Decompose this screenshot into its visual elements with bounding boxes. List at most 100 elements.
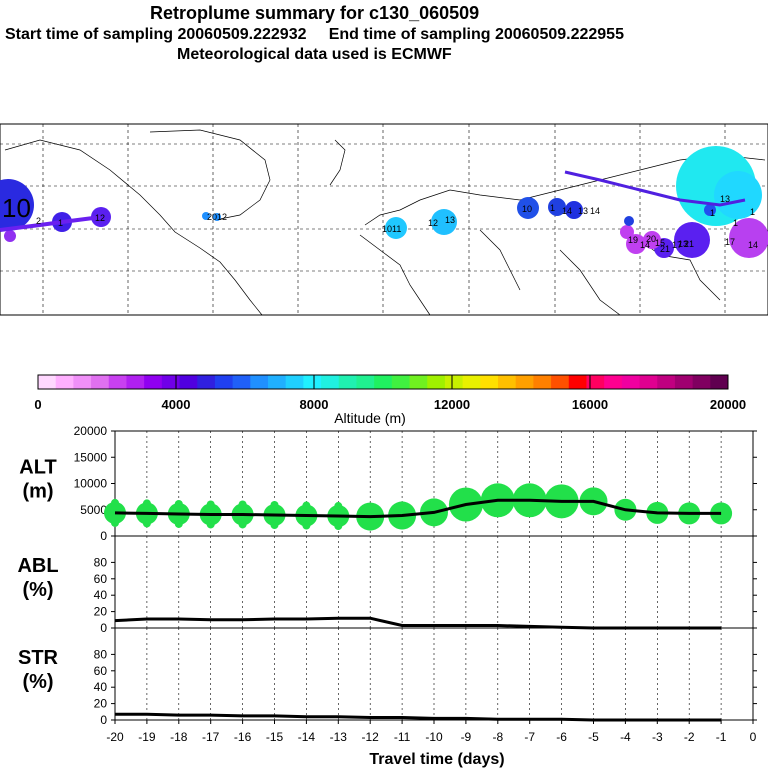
coastline-asia-east: [639, 239, 721, 301]
x-tick-label: -1: [716, 730, 727, 744]
colorbar-tick-label: 0: [34, 397, 41, 412]
map-label: 21: [660, 244, 670, 254]
coastline-greenland: [329, 139, 346, 186]
x-tick-label: 0: [750, 730, 757, 744]
plume-marker: [431, 209, 457, 235]
colorbar-swatch: [657, 375, 676, 389]
plume-dot-upper: [238, 500, 247, 509]
map-label: 1: [750, 207, 755, 217]
colorbar-swatch: [161, 375, 181, 389]
colorbar-swatch: [551, 375, 570, 389]
y-tick-label: 15000: [74, 450, 108, 464]
plume-marker: [0, 179, 34, 231]
y-tick-label: 40: [94, 680, 108, 694]
colorbar-swatch: [356, 375, 375, 389]
plume-marker: [620, 225, 634, 239]
x-tick-label: -6: [556, 730, 567, 744]
map-label: 1: [58, 218, 63, 228]
plume-marker: [729, 218, 768, 258]
map-label: 2: [36, 216, 41, 226]
colorbar-swatch: [268, 375, 287, 389]
colorbar-tick-label: 20000: [710, 397, 746, 412]
met-data-line: Meteorological data used is ECMWF: [177, 46, 452, 63]
plume-dot-lower: [238, 520, 247, 529]
y-tick-label: 10000: [74, 477, 108, 491]
colorbar-swatch: [197, 375, 216, 389]
colorbar-swatch: [232, 375, 251, 389]
coastline-americas: [4, 139, 263, 316]
colorbar-swatch: [409, 375, 428, 389]
map-label: 10: [2, 193, 31, 223]
colorbar-tick-label: 4000: [162, 397, 191, 412]
map-label: 14: [562, 206, 572, 216]
map-label: 2012: [207, 212, 227, 222]
coastline-africa: [359, 234, 431, 316]
x-tick-label: -13: [330, 730, 348, 744]
map-label: 13: [678, 239, 688, 249]
y-tick-label: 0: [100, 529, 107, 543]
colorbar-tick-label: 8000: [300, 397, 329, 412]
plume-dot-lower: [302, 521, 311, 530]
sampling-time-line: Start time of sampling 20060509.222932 E…: [5, 26, 624, 43]
colorbar-swatch: [515, 375, 534, 389]
x-tick-label: -18: [170, 730, 188, 744]
series-line: [115, 712, 722, 722]
series-line: [114, 498, 722, 519]
y-axis-label: (m): [22, 481, 53, 503]
plume-dot-upper: [334, 502, 343, 511]
plume-dot-upper: [461, 490, 470, 499]
y-tick-label: 60: [94, 664, 108, 678]
x-axis-label: Travel time (days): [369, 751, 504, 768]
y-tick-label: 80: [94, 647, 108, 661]
x-tick-label: -15: [266, 730, 284, 744]
plume-dot-upper: [398, 501, 407, 510]
plume-dot-lower: [206, 520, 215, 529]
map-label: 1: [733, 218, 738, 228]
plume-dot-lower: [366, 522, 375, 531]
colorbar-swatch: [462, 375, 481, 389]
colorbar-label: Altitude (m): [334, 410, 406, 426]
colorbar-swatch: [533, 375, 552, 389]
plume-dot-lower: [174, 519, 183, 528]
y-tick-label: 0: [100, 713, 107, 727]
y-tick-label: 20: [94, 697, 108, 711]
colorbar-swatch: [391, 375, 411, 389]
colorbar-swatch: [38, 375, 57, 389]
y-tick-label: 0: [100, 621, 107, 635]
map-label: 1: [710, 208, 715, 218]
map-label: 1: [550, 203, 555, 213]
plume-marker: [385, 217, 407, 239]
chart-title: Retroplume summary for c130_060509: [150, 3, 480, 23]
plume-dot-upper: [142, 499, 151, 508]
plume-marker: [202, 212, 210, 220]
colorbar-swatch: [674, 375, 694, 389]
plume-dot-lower: [398, 521, 407, 530]
y-tick-label: 60: [94, 572, 108, 586]
colorbar-swatch: [568, 375, 587, 389]
plume-dot-lower: [430, 518, 438, 527]
plume-track-east: [564, 170, 746, 207]
map-label: 10: [522, 204, 532, 214]
colorbar-tick-label: 16000: [572, 397, 608, 412]
colorbar-swatch: [639, 375, 658, 389]
map-label: 20: [646, 234, 656, 244]
colorbar-swatch: [692, 375, 711, 389]
plume-track: [0, 170, 746, 232]
x-tick-label: -12: [362, 730, 380, 744]
y-tick-label: 80: [94, 555, 108, 569]
coastline-india: [559, 249, 621, 316]
altitude-colorbar: [37, 374, 729, 390]
colorbar-swatch: [126, 375, 145, 389]
y-axis-label: (%): [22, 671, 53, 693]
x-tick-label: -20: [106, 730, 124, 744]
map-label: 17: [672, 240, 682, 250]
series-line: [114, 616, 722, 630]
plume-dot-lower: [270, 521, 279, 529]
plume-marker: [714, 171, 762, 219]
plume-marker: [213, 213, 221, 221]
colorbar-swatch: [338, 375, 357, 389]
colorbar-swatch: [444, 375, 464, 389]
plume-dot-upper: [111, 498, 119, 507]
colorbar-swatch: [480, 375, 499, 389]
colorbar-swatch: [73, 375, 92, 389]
